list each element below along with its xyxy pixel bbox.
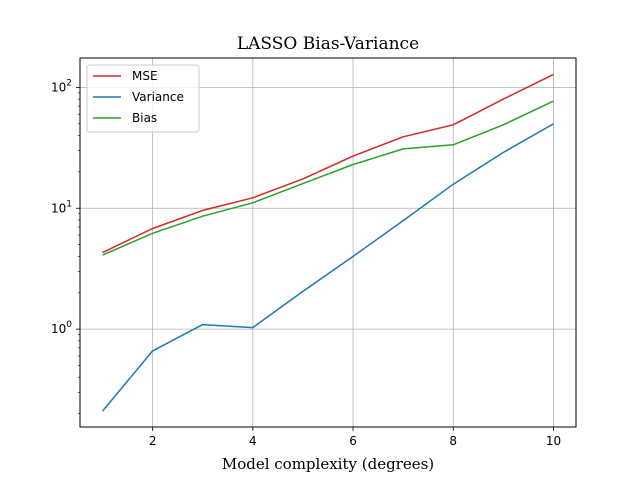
legend-label-bias: Bias [132, 111, 157, 125]
x-tick-label: 8 [449, 434, 457, 448]
y-tick-label: 100 [51, 320, 72, 336]
legend-label-variance: Variance [132, 90, 184, 104]
x-axis-label: Model complexity (degrees) [222, 455, 434, 473]
series-line-variance [101, 123, 554, 412]
legend: MSE Variance Bias [86, 64, 200, 133]
grid [80, 58, 576, 427]
series-line-mse [102, 73, 554, 254]
x-axis-ticks: 2 4 6 8 10 [149, 427, 561, 448]
y-tick-label: 101 [51, 199, 72, 215]
x-tick-label: 4 [249, 434, 257, 448]
series-line-bias [102, 100, 554, 256]
legend-box [86, 64, 200, 133]
y-tick-label: 102 [51, 78, 72, 94]
legend-label-mse: MSE [132, 69, 158, 83]
x-tick-label: 6 [349, 434, 357, 448]
plot-frame [79, 57, 577, 428]
x-tick-label: 2 [149, 434, 157, 448]
series-lines [101, 73, 554, 412]
y-axis-ticks: 100 101 102 [51, 78, 80, 414]
x-tick-label: 10 [546, 434, 561, 448]
chart-title: LASSO Bias-Variance [237, 34, 419, 54]
